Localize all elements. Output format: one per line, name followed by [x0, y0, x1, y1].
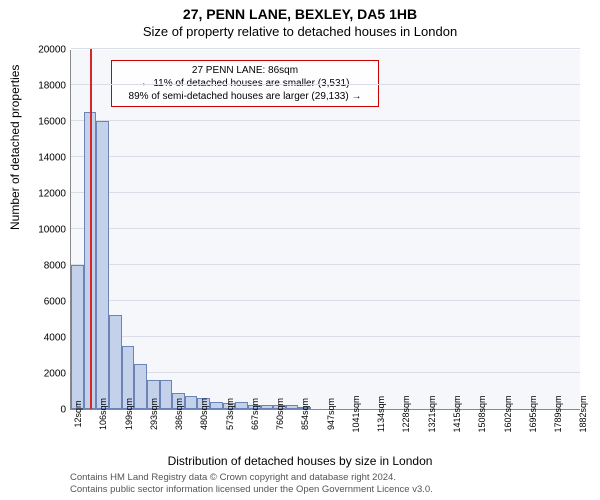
footer-line2: Contains public sector information licen…	[70, 484, 433, 496]
ytick-label: 8000	[26, 261, 66, 272]
xtick-label: 947sqm	[326, 398, 336, 430]
annotation-line3: 89% of semi-detached houses are larger (…	[118, 90, 372, 103]
xtick-label: 293sqm	[149, 398, 159, 430]
gridline	[71, 372, 580, 373]
ytick-label: 20000	[26, 45, 66, 56]
xtick-label: 667sqm	[250, 398, 260, 430]
histogram-bar	[160, 380, 172, 409]
histogram-bar	[96, 121, 108, 409]
y-axis-label: Number of detached properties	[8, 65, 22, 230]
ytick-label: 18000	[26, 81, 66, 92]
histogram-bar	[235, 402, 248, 409]
page-subtitle: Size of property relative to detached ho…	[0, 22, 600, 39]
ytick-label: 2000	[26, 369, 66, 380]
gridline	[71, 84, 580, 85]
ytick-label: 10000	[26, 225, 66, 236]
gridline	[71, 192, 580, 193]
annotation-line1: 27 PENN LANE: 86sqm	[118, 64, 372, 77]
xtick-label: 1789sqm	[553, 395, 563, 432]
gridline	[71, 228, 580, 229]
histogram-bar	[71, 265, 84, 409]
xtick-label: 480sqm	[199, 398, 209, 430]
ytick-label: 4000	[26, 333, 66, 344]
page-title: 27, PENN LANE, BEXLEY, DA5 1HB	[0, 0, 600, 22]
xtick-label: 760sqm	[275, 398, 285, 430]
xtick-label: 199sqm	[124, 398, 134, 430]
xtick-label: 1134sqm	[376, 396, 386, 432]
ytick-label: 16000	[26, 117, 66, 128]
reference-line	[90, 49, 92, 409]
ytick-label: 12000	[26, 189, 66, 200]
xtick-label: 1228sqm	[401, 395, 411, 432]
gridline	[71, 264, 580, 265]
gridline	[71, 300, 580, 301]
ytick-label: 0	[26, 405, 66, 416]
footer-line1: Contains HM Land Registry data © Crown c…	[70, 472, 433, 484]
xtick-label: 1041sqm	[351, 395, 361, 432]
histogram-bar	[261, 405, 273, 410]
gridline	[71, 156, 580, 157]
xtick-label: 386sqm	[174, 398, 184, 430]
xtick-label: 1321sqm	[427, 395, 437, 432]
gridline	[71, 336, 580, 337]
histogram-bar	[185, 396, 198, 409]
xtick-label: 1415sqm	[452, 395, 462, 432]
xtick-label: 12sqm	[73, 400, 83, 427]
gridline	[71, 120, 580, 121]
plot-area: 27 PENN LANE: 86sqm ← 11% of detached ho…	[70, 50, 580, 410]
xtick-label: 1602sqm	[503, 395, 513, 432]
gridline	[71, 48, 580, 49]
x-axis-label: Distribution of detached houses by size …	[0, 454, 600, 468]
xtick-label: 106sqm	[98, 398, 108, 430]
xtick-label: 1508sqm	[477, 395, 487, 432]
ytick-label: 6000	[26, 297, 66, 308]
histogram-bar	[134, 364, 147, 409]
xtick-label: 854sqm	[300, 398, 310, 430]
histogram-bar	[109, 315, 122, 409]
footer-attribution: Contains HM Land Registry data © Crown c…	[70, 472, 433, 496]
histogram-bar	[286, 405, 299, 409]
xtick-label: 573sqm	[225, 398, 235, 430]
ytick-label: 14000	[26, 153, 66, 164]
xtick-label: 1695sqm	[528, 395, 538, 432]
xtick-label: 1882sqm	[578, 395, 588, 432]
histogram-bar	[210, 402, 222, 409]
chart-container: 27, PENN LANE, BEXLEY, DA5 1HB Size of p…	[0, 0, 600, 500]
